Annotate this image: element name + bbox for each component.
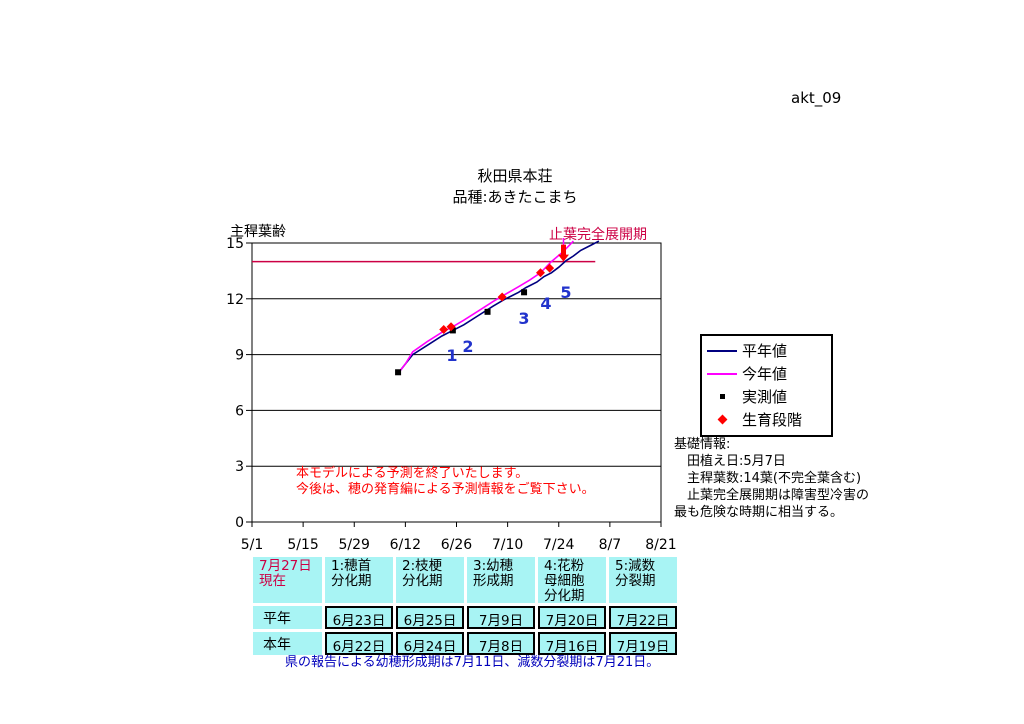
y-tick-label: 0 bbox=[235, 515, 244, 531]
legend-line-icon bbox=[702, 372, 742, 375]
legend-diamond-icon bbox=[702, 414, 742, 425]
basic-info-line: 田植え日:5月7日 bbox=[674, 454, 786, 469]
chart-title: 秋田県本荘 bbox=[477, 167, 553, 185]
stage-date-cell: 6月25日 bbox=[396, 606, 464, 629]
measured-point bbox=[521, 289, 528, 296]
row-label-cell: 本年 bbox=[253, 632, 322, 655]
current-date-cell: 7月27日 現在 bbox=[253, 557, 322, 603]
stage-point bbox=[497, 292, 507, 302]
stage-table-header-row: 7月27日 現在 1:穂首 分化期 2:枝梗 分化期 3:幼穂 形成期 4:花粉 母細胞… bbox=[253, 557, 677, 604]
stage-date-cell: 7月22日 bbox=[609, 606, 677, 629]
model-end-note: 本モデルによる予測を終了いたします。 今後は、穂の発育編による予測情報をご覧下さ… bbox=[296, 466, 595, 498]
basic-info-line: 主稈葉数:14葉(不完全葉含む) bbox=[674, 471, 862, 486]
y-tick-label: 12 bbox=[226, 292, 244, 308]
stage-table-row-本年: 本年 6月22日 6月24日 7月8日 7月16日 7月19日 bbox=[253, 632, 677, 655]
x-tick-label: 5/29 bbox=[339, 537, 370, 553]
measured-point bbox=[395, 369, 402, 376]
stage-date-cell: 7月16日 bbox=[538, 632, 606, 655]
legend: 平年値今年値実測値生育段階 bbox=[700, 334, 833, 437]
model-end-note-line1: 本モデルによる予測を終了いたします。 bbox=[296, 466, 529, 481]
stage-table-row-平年: 平年 6月23日 6月25日 7月9日 7月20日 7月22日 bbox=[253, 606, 677, 629]
legend-label: 生育段階 bbox=[742, 411, 803, 429]
basic-info-line: 止葉完全展開期は障害型冷害の bbox=[674, 488, 870, 503]
stage-number-label: 3 bbox=[518, 309, 529, 328]
x-tick-label: 7/24 bbox=[543, 537, 575, 553]
measured-point bbox=[449, 327, 456, 334]
series-line-今年値 bbox=[397, 240, 574, 374]
basic-info-line: 基礎情報: bbox=[674, 437, 731, 452]
stage-point bbox=[446, 322, 456, 332]
y-tick-label: 15 bbox=[226, 236, 244, 252]
stage-point bbox=[545, 263, 555, 273]
y-tick-label: 6 bbox=[235, 403, 244, 419]
stage-header-cell: 3:幼穂 形成期 bbox=[467, 557, 535, 603]
model-end-note-line2: 今後は、穂の発育編による予測情報をご覧下さい。 bbox=[296, 482, 595, 497]
x-tick-label: 6/26 bbox=[441, 537, 473, 553]
x-tick-label: 5/15 bbox=[287, 537, 318, 553]
y-axis-title: 主稈葉齢 bbox=[230, 224, 286, 240]
legend-item-今年値: 今年値 bbox=[702, 362, 831, 385]
stage-date-cell: 7月8日 bbox=[467, 632, 535, 655]
y-tick-label: 3 bbox=[235, 459, 244, 475]
stage-date-cell: 7月19日 bbox=[609, 632, 677, 655]
legend-item-平年値: 平年値 bbox=[702, 339, 831, 362]
stage-number-label: 2 bbox=[462, 337, 473, 356]
x-tick-label: 7/10 bbox=[492, 537, 523, 553]
stage-header-cell: 1:穂首 分化期 bbox=[325, 557, 393, 603]
file-label: akt_09 bbox=[791, 89, 842, 107]
x-tick-label: 5/1 bbox=[241, 537, 264, 553]
x-tick-label: 8/21 bbox=[645, 537, 676, 553]
basic-info-line: 最も危険な時期に相当する。 bbox=[674, 505, 844, 520]
legend-square-icon bbox=[702, 394, 742, 399]
x-tick-label: 6/12 bbox=[390, 537, 421, 553]
stage-date-cell: 6月23日 bbox=[325, 606, 393, 629]
legend-label: 今年値 bbox=[742, 365, 788, 383]
y-tick-label: 9 bbox=[235, 348, 244, 364]
flag-leaf-annotation-label: 止葉完全展開期 bbox=[549, 227, 647, 243]
stage-date-cell: 6月22日 bbox=[325, 632, 393, 655]
legend-item-実測値: 実測値 bbox=[702, 385, 831, 408]
stage-point bbox=[535, 268, 545, 278]
chart-subtitle: 品種:あきたこまち bbox=[452, 188, 578, 206]
stage-header-cell: 5:減数 分裂期 bbox=[609, 557, 677, 603]
stage-header-cell: 2:枝梗 分化期 bbox=[396, 557, 464, 603]
stage-number-label: 5 bbox=[560, 283, 571, 302]
stage-point bbox=[439, 324, 449, 334]
stage-date-cell: 6月24日 bbox=[396, 632, 464, 655]
legend-label: 平年値 bbox=[742, 342, 788, 360]
measured-point bbox=[484, 308, 491, 315]
stage-header-cell: 4:花粉 母細胞 分化期 bbox=[538, 557, 606, 604]
basic-info: 基礎情報: 田植え日:5月7日 主稈葉数:14葉(不完全葉含む) 止葉完全展開期… bbox=[674, 436, 869, 521]
legend-label: 実測値 bbox=[742, 388, 788, 406]
x-tick-label: 8/7 bbox=[599, 537, 622, 553]
stage-date-cell: 7月9日 bbox=[467, 606, 535, 629]
legend-line-icon bbox=[702, 349, 742, 352]
row-label-cell: 平年 bbox=[253, 606, 322, 629]
stage-table: 7月27日 現在 1:穂首 分化期 2:枝梗 分化期 3:幼穂 形成期 4:花粉 母細胞… bbox=[253, 557, 677, 655]
flag-leaf-arrow-icon bbox=[557, 244, 569, 262]
prefecture-note: 県の報告による幼穂形成期は7月11日、減数分裂期は7月21日。 bbox=[285, 655, 660, 670]
legend-item-生育段階: 生育段階 bbox=[702, 408, 831, 431]
stage-number-label: 1 bbox=[446, 346, 457, 365]
stage-date-cell: 7月20日 bbox=[538, 606, 606, 629]
stage-number-label: 4 bbox=[540, 294, 551, 313]
